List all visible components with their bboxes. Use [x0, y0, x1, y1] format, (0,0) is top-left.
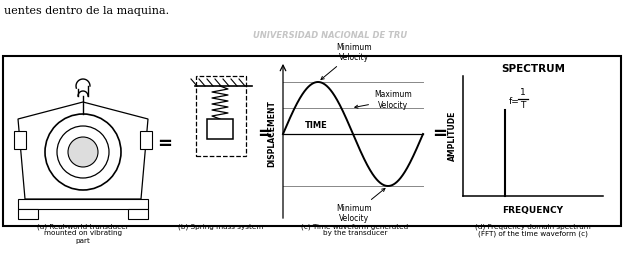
- Text: f=: f=: [509, 97, 520, 106]
- Text: TIME: TIME: [305, 121, 328, 130]
- Text: 1: 1: [520, 88, 526, 97]
- Text: uentes dentro de la maquina.: uentes dentro de la maquina.: [4, 6, 169, 16]
- Text: Minimum
Velocity: Minimum Velocity: [321, 43, 372, 79]
- Bar: [140, 131, 152, 149]
- Text: Minimum
Velocity: Minimum Velocity: [336, 188, 385, 223]
- Bar: [3, 56, 621, 226]
- Circle shape: [68, 137, 98, 167]
- Text: =: =: [258, 125, 272, 143]
- Text: =: =: [432, 125, 447, 143]
- Text: AMPLITUDE: AMPLITUDE: [448, 111, 456, 161]
- Bar: [128, 209, 148, 219]
- Bar: [18, 209, 38, 219]
- Bar: [14, 131, 26, 149]
- Text: DISPLACEMENT: DISPLACEMENT: [268, 101, 276, 167]
- Bar: [207, 119, 233, 139]
- Text: FREQUENCY: FREQUENCY: [503, 206, 564, 215]
- Bar: [196, 76, 246, 156]
- Text: =: =: [158, 135, 172, 153]
- Text: (b) Spring mass system: (b) Spring mass system: [178, 223, 264, 229]
- Text: Maximum
Velocity: Maximum Velocity: [355, 90, 412, 110]
- Bar: [18, 199, 148, 209]
- Text: T: T: [520, 101, 526, 110]
- Text: (a) Real-world transducer
mounted on vibrating
part: (a) Real-world transducer mounted on vib…: [37, 223, 129, 243]
- Polygon shape: [18, 102, 148, 199]
- Text: (c) Time waveform generated
by the transducer: (c) Time waveform generated by the trans…: [301, 223, 409, 237]
- Text: SPECTRUM: SPECTRUM: [501, 64, 565, 74]
- Text: (d) Frequency domain spectrum
(FFT) of the time waveform (c): (d) Frequency domain spectrum (FFT) of t…: [475, 223, 591, 237]
- Text: UNIVERSIDAD NACIONAL DE TRU: UNIVERSIDAD NACIONAL DE TRU: [253, 31, 407, 40]
